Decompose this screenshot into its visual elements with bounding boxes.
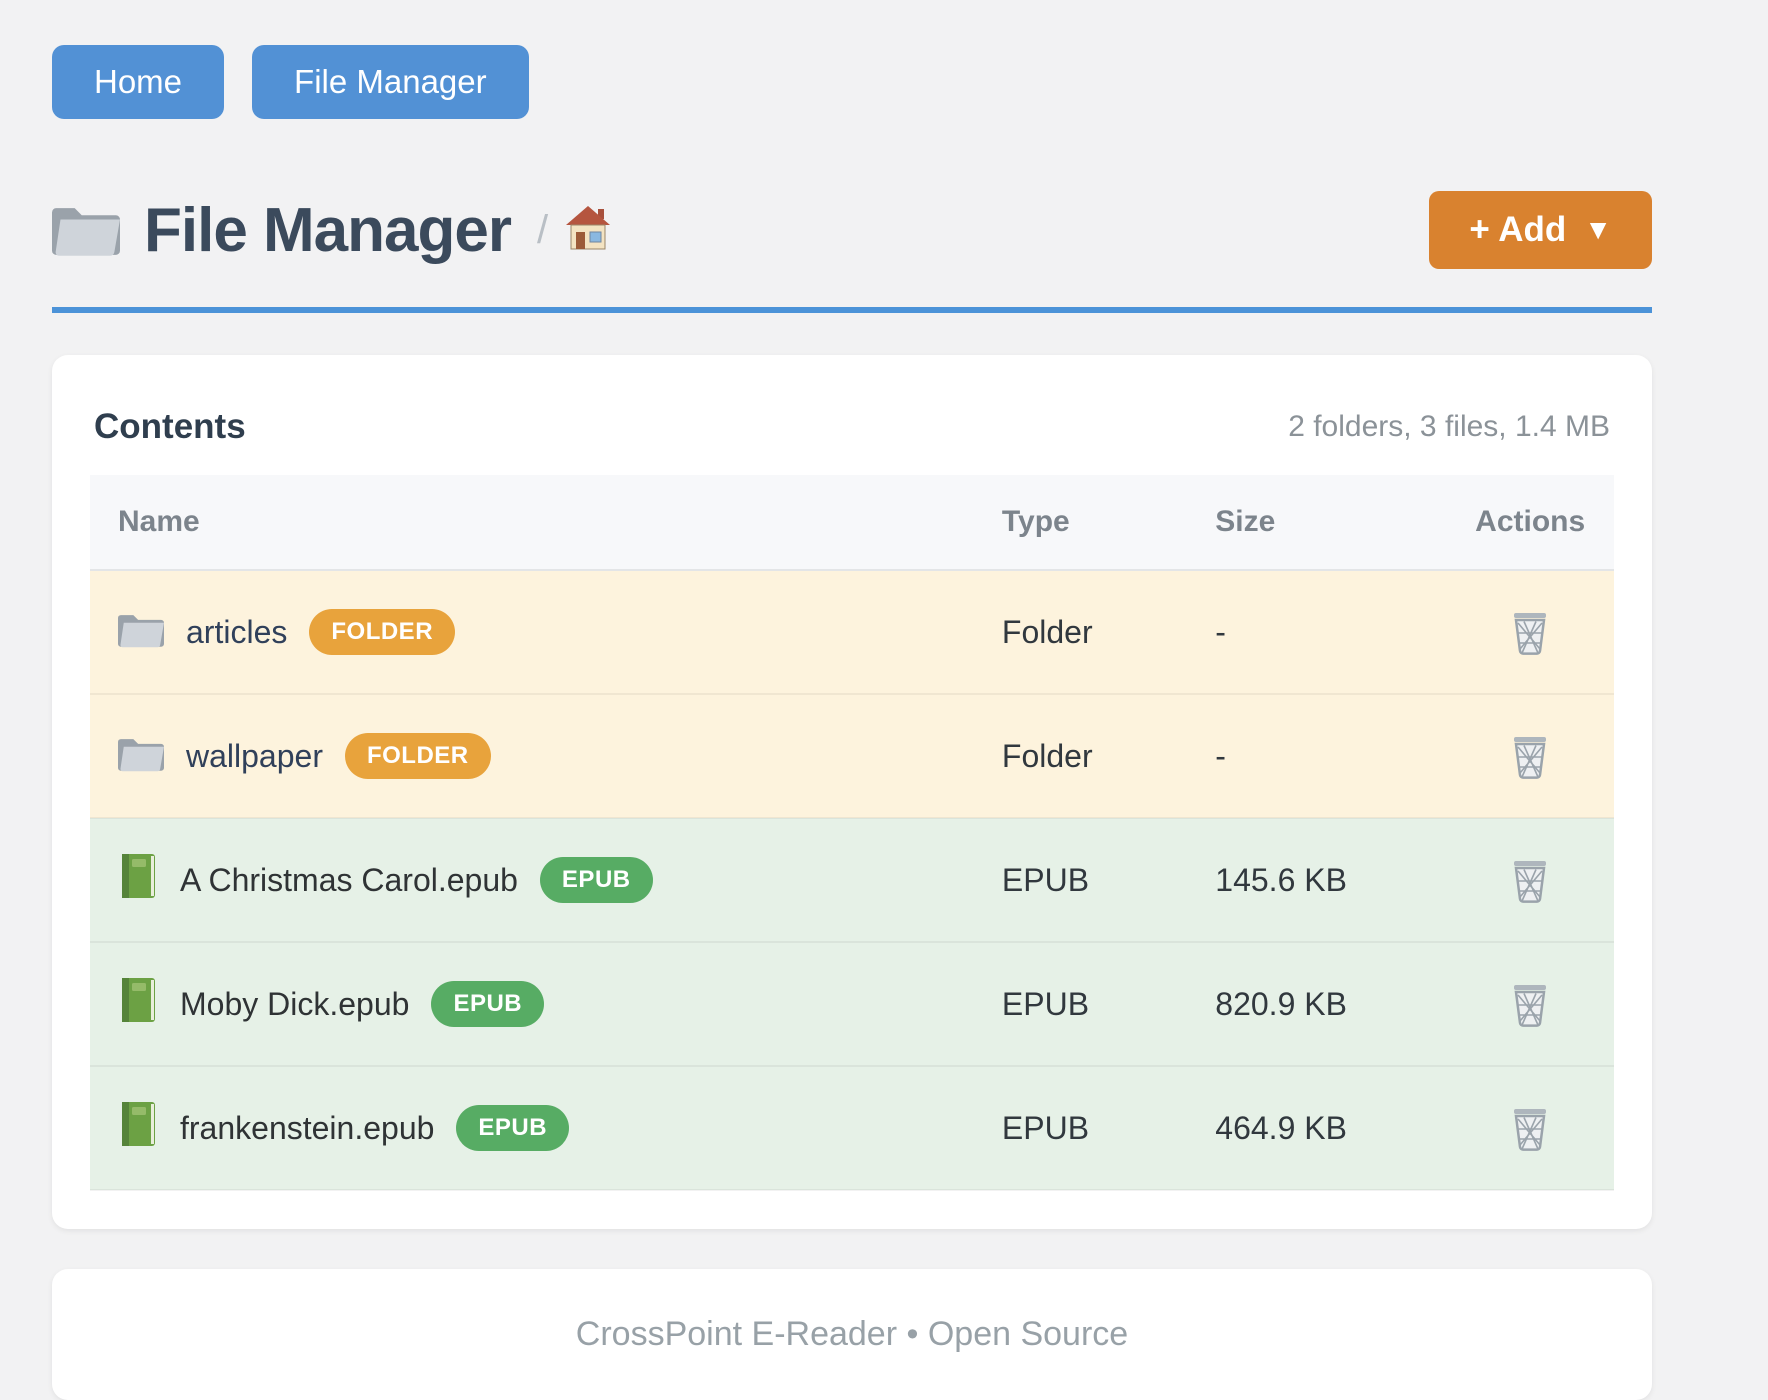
item-type: EPUB xyxy=(973,1066,1188,1191)
folder-badge: FOLDER xyxy=(344,733,491,779)
trash-icon xyxy=(1508,609,1552,655)
header-divider xyxy=(52,307,1652,313)
folder-badge: FOLDER xyxy=(309,609,456,655)
delete-button[interactable] xyxy=(1504,729,1556,783)
file-manager-button[interactable]: File Manager xyxy=(252,45,529,119)
item-type: EPUB xyxy=(973,818,1188,943)
green-book-icon xyxy=(118,1102,158,1154)
column-header-size: Size xyxy=(1187,475,1447,571)
contents-title: Contents xyxy=(94,407,246,446)
file-table: Name Type Size Actions articles FOLDER F xyxy=(90,475,1614,1191)
table-row[interactable]: frankenstein.epub EPUB EPUB 464.9 KB xyxy=(90,1066,1614,1191)
column-header-name: Name xyxy=(90,475,974,571)
page-title: File Manager xyxy=(144,195,512,265)
table-row[interactable]: A Christmas Carol.epub EPUB EPUB 145.6 K… xyxy=(90,818,1614,943)
top-nav: Home File Manager xyxy=(52,0,1652,119)
folder-icon xyxy=(118,733,164,780)
trash-icon xyxy=(1508,1105,1552,1151)
contents-card-header: Contents 2 folders, 3 files, 1.4 MB xyxy=(90,393,1614,475)
item-type: Folder xyxy=(973,694,1188,819)
footer-text: CrossPoint E-Reader • Open Source xyxy=(575,1315,1129,1353)
item-type: Folder xyxy=(973,570,1188,695)
chevron-down-icon: ▼ xyxy=(1584,214,1612,245)
page-container: Home File Manager File Manager / + Add ▼ xyxy=(52,0,1652,1400)
item-name[interactable]: Moby Dick.epub xyxy=(180,985,410,1022)
epub-badge: EPUB xyxy=(456,1105,570,1151)
house-icon[interactable] xyxy=(564,205,612,256)
item-size: 464.9 KB xyxy=(1187,1066,1447,1191)
table-row[interactable]: articles FOLDER Folder - xyxy=(90,570,1614,695)
trash-icon xyxy=(1508,857,1552,903)
trash-icon xyxy=(1508,733,1552,779)
table-row[interactable]: Moby Dick.epub EPUB EPUB 820.9 KB xyxy=(90,942,1614,1067)
item-name[interactable]: wallpaper xyxy=(186,737,323,774)
delete-button[interactable] xyxy=(1504,605,1556,659)
table-header-row: Name Type Size Actions xyxy=(90,475,1614,571)
item-size: - xyxy=(1187,570,1447,695)
item-size: - xyxy=(1187,694,1447,819)
contents-card: Contents 2 folders, 3 files, 1.4 MB Name… xyxy=(52,355,1652,1229)
footer-card: CrossPoint E-Reader • Open Source xyxy=(52,1269,1652,1400)
folder-icon xyxy=(52,199,120,262)
add-button[interactable]: + Add ▼ xyxy=(1429,191,1652,269)
green-book-icon xyxy=(118,978,158,1030)
item-name[interactable]: articles xyxy=(186,613,288,650)
trash-icon xyxy=(1508,981,1552,1027)
delete-button[interactable] xyxy=(1504,853,1556,907)
item-size: 820.9 KB xyxy=(1187,942,1447,1067)
item-type: EPUB xyxy=(973,942,1188,1067)
breadcrumb-separator: / xyxy=(537,207,549,252)
table-row[interactable]: wallpaper FOLDER Folder - xyxy=(90,694,1614,819)
page-header: File Manager / + Add ▼ xyxy=(52,191,1652,269)
epub-badge: EPUB xyxy=(539,857,653,903)
item-name[interactable]: frankenstein.epub xyxy=(180,1109,435,1146)
column-header-actions: Actions xyxy=(1446,475,1614,571)
green-book-icon xyxy=(118,854,158,906)
item-size: 145.6 KB xyxy=(1187,818,1447,943)
folder-icon xyxy=(118,609,164,656)
home-button[interactable]: Home xyxy=(52,45,225,119)
item-name[interactable]: A Christmas Carol.epub xyxy=(180,861,518,898)
contents-summary: 2 folders, 3 files, 1.4 MB xyxy=(1288,410,1610,443)
column-header-type: Type xyxy=(973,475,1188,571)
delete-button[interactable] xyxy=(1504,1101,1556,1155)
delete-button[interactable] xyxy=(1504,977,1556,1031)
epub-badge: EPUB xyxy=(431,981,545,1027)
add-button-label: + Add xyxy=(1469,210,1567,249)
